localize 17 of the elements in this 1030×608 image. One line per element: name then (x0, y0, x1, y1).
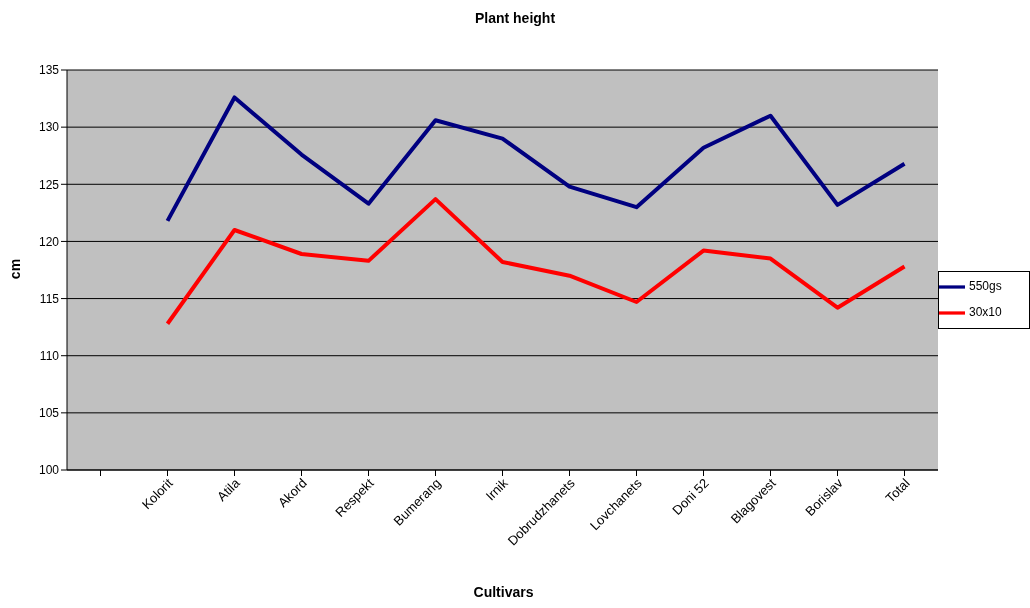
legend-label: 30x10 (969, 305, 1002, 320)
y-tick-label: 115 (39, 291, 60, 306)
x-axis-title: Cultivars (472, 584, 535, 600)
y-tick-label: 110 (39, 348, 60, 363)
x-tick-label: Atila (214, 474, 244, 505)
y-tick-label: 135 (38, 63, 60, 78)
line-series (165, 197, 907, 326)
y-axis-title: cm (7, 257, 23, 282)
y-tick-label: 105 (38, 406, 60, 421)
y-tick-label: 130 (38, 120, 60, 135)
legend-label: 550gs (969, 279, 1002, 294)
x-tick-label: Irnik (482, 475, 511, 504)
y-tick-label: 125 (38, 177, 60, 192)
line-series (165, 95, 907, 223)
y-tick-label: 120 (38, 234, 60, 249)
y-tick-label: 100 (38, 463, 60, 478)
chart-title: Plant height (473, 10, 557, 26)
